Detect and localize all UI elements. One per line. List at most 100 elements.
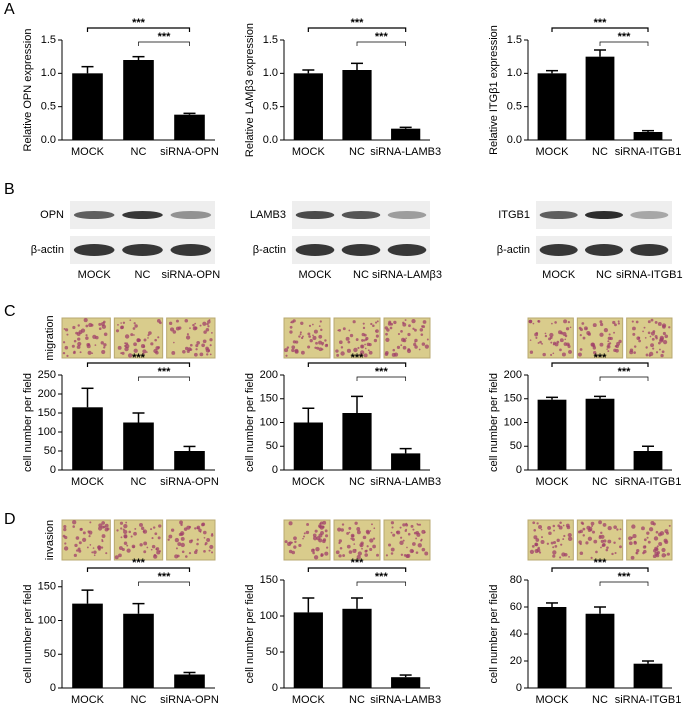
y-axis-label: Relative OPN expression xyxy=(22,29,34,152)
cell xyxy=(552,352,555,355)
cell xyxy=(196,542,199,546)
cell xyxy=(375,334,379,338)
cell xyxy=(653,536,659,541)
cell xyxy=(294,540,297,544)
cell xyxy=(356,530,361,535)
y-tick-label: 100 xyxy=(504,416,522,428)
cell xyxy=(420,333,424,336)
cell xyxy=(585,541,589,545)
cell xyxy=(308,324,312,327)
cell xyxy=(72,520,77,525)
cell xyxy=(209,544,214,550)
cell xyxy=(208,549,211,552)
panel-label: B xyxy=(4,181,15,198)
cell xyxy=(133,348,138,353)
cell xyxy=(65,328,69,332)
cell xyxy=(400,330,403,333)
cell xyxy=(606,344,611,349)
cell xyxy=(308,335,311,338)
cell xyxy=(87,350,92,355)
cell xyxy=(650,318,654,322)
cell xyxy=(400,344,403,347)
cell xyxy=(661,350,665,354)
y-tick-label: 0.5 xyxy=(41,101,56,113)
cell xyxy=(368,350,373,355)
cell xyxy=(210,534,214,537)
cell xyxy=(155,346,160,350)
cell xyxy=(553,529,556,532)
cell xyxy=(312,334,314,337)
significance-label: *** xyxy=(158,571,172,583)
x-tick-label: siRNA-ITGB1 xyxy=(615,476,682,488)
panel-label: D xyxy=(4,511,16,528)
cell xyxy=(199,530,202,533)
cell xyxy=(392,348,396,352)
cell xyxy=(562,524,565,527)
cell xyxy=(421,529,426,534)
cell xyxy=(579,348,583,351)
cell xyxy=(303,535,306,538)
x-tick-label: MOCK xyxy=(292,476,326,488)
significance-label: *** xyxy=(375,571,389,583)
cell xyxy=(364,347,367,350)
cell xyxy=(76,345,81,349)
cell xyxy=(366,545,369,548)
significance-label: *** xyxy=(618,31,632,43)
cell xyxy=(554,544,558,548)
blot-band xyxy=(630,244,669,256)
cell xyxy=(607,525,612,531)
cell xyxy=(312,551,315,555)
cell xyxy=(534,332,539,337)
cell xyxy=(659,338,664,343)
cell xyxy=(98,327,102,331)
cell xyxy=(534,542,539,547)
cell xyxy=(346,531,350,535)
cell xyxy=(159,321,162,325)
cell xyxy=(609,336,613,341)
cell xyxy=(309,338,313,343)
cell xyxy=(140,526,145,531)
x-tick-label: MOCK xyxy=(71,476,105,488)
y-tick-label: 40 xyxy=(510,628,522,640)
cell xyxy=(193,550,198,555)
cell xyxy=(356,555,361,560)
cell xyxy=(642,330,644,333)
cell xyxy=(565,327,570,331)
bar xyxy=(342,413,372,470)
bar xyxy=(123,60,154,140)
cell xyxy=(103,343,107,347)
cell xyxy=(307,332,311,336)
cell xyxy=(134,324,138,328)
significance-bracket xyxy=(551,567,649,572)
y-tick-label: 200 xyxy=(38,388,56,400)
cell xyxy=(335,550,340,555)
cell xyxy=(177,542,182,547)
cell xyxy=(205,327,210,332)
cell xyxy=(608,333,611,336)
cell xyxy=(414,328,417,332)
cell xyxy=(579,551,584,556)
cell xyxy=(337,527,342,532)
cell xyxy=(407,332,411,337)
cell xyxy=(362,326,366,330)
cell xyxy=(611,552,614,556)
cell xyxy=(353,543,356,545)
cell xyxy=(342,554,346,557)
cell xyxy=(120,536,123,539)
cell xyxy=(83,318,88,323)
cell xyxy=(324,529,328,533)
cell xyxy=(339,546,343,550)
y-tick-label: 150 xyxy=(260,574,278,586)
cell xyxy=(125,342,129,346)
cell xyxy=(202,530,207,535)
cell xyxy=(528,319,533,324)
cell xyxy=(579,334,582,337)
x-tick-label: MOCK xyxy=(292,694,326,706)
cell xyxy=(207,320,211,324)
cell xyxy=(312,323,314,326)
cell xyxy=(202,321,207,326)
cell xyxy=(293,545,297,549)
cell xyxy=(388,543,392,547)
cell xyxy=(406,348,412,354)
cell xyxy=(550,541,554,545)
